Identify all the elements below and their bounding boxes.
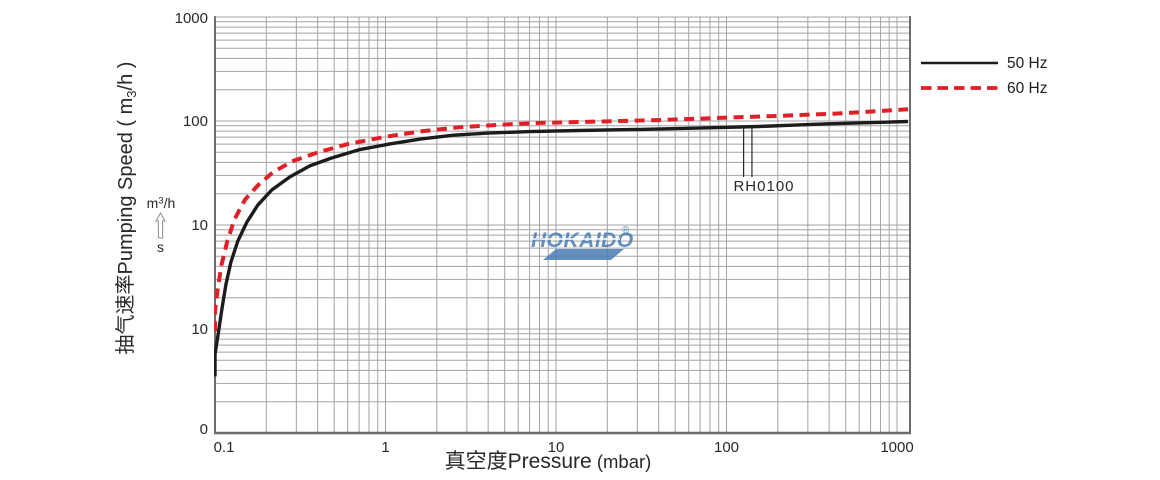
y-axis-title: 抽气速率Pumping Speed ( m3/h )	[114, 62, 139, 355]
unit-conversion-annotation: m3/h s	[147, 195, 176, 255]
y-tick-label: 0	[200, 421, 208, 438]
y-tick-label: 1000	[175, 10, 208, 27]
hokaido-logo-text: HOKAIDO	[531, 229, 634, 252]
x-tick-label: 1	[381, 439, 389, 456]
unit-denominator: s	[157, 239, 164, 255]
y-tick-label: 100	[183, 113, 208, 130]
curve-60hz	[214, 107, 909, 332]
unit-numerator: m3/h	[147, 195, 176, 211]
curve-50hz	[214, 119, 909, 377]
registered-mark: ®	[622, 225, 630, 236]
x-axis-title: 真空度Pressure (mbar)	[445, 450, 652, 473]
legend-label-50hz: 50 Hz	[1007, 55, 1048, 72]
y-tick-label: 10	[191, 217, 208, 234]
up-arrow-icon	[155, 211, 166, 239]
grid-lines	[214, 16, 910, 434]
x-tick-label: 10	[548, 439, 565, 456]
model-label: RH0100	[733, 178, 794, 195]
logo-underline-swoosh	[543, 249, 624, 260]
hokaido-logo: HOKAIDO ®	[531, 225, 634, 260]
x-tick-label: 0.1	[214, 439, 235, 456]
y-tick-label: 10	[191, 321, 208, 338]
legend: 50 Hz 60 Hz	[921, 55, 1048, 97]
legend-label-60hz: 60 Hz	[1007, 80, 1048, 97]
x-tick-label: 100	[714, 439, 739, 456]
x-tick-label: 1000	[880, 439, 913, 456]
x-axis-tick-labels: 0.1 1 10 100 1000	[214, 439, 914, 456]
model-annotation: RH0100	[733, 127, 794, 195]
